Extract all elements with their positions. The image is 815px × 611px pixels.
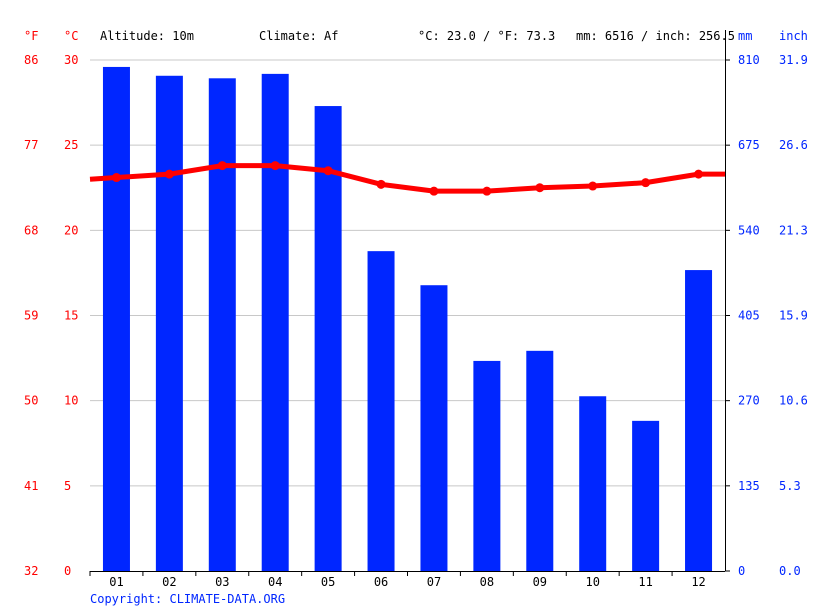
mm-tick-label: 810 bbox=[738, 53, 760, 67]
c-tick-label: 30 bbox=[64, 53, 78, 67]
x-tick-label: 12 bbox=[691, 575, 705, 589]
temp-point-02 bbox=[164, 169, 174, 179]
f-tick-label: 68 bbox=[24, 223, 38, 237]
f-unit-label: °F bbox=[24, 29, 38, 43]
temp-point-10 bbox=[588, 181, 598, 191]
precipitation-bars bbox=[102, 66, 713, 572]
x-tick-label: 07 bbox=[427, 575, 441, 589]
inch-tick-label: 31.9 bbox=[779, 53, 808, 67]
temp-point-03 bbox=[217, 161, 227, 171]
precip-bar-09 bbox=[526, 350, 554, 571]
mm-tick-label: 135 bbox=[738, 479, 760, 493]
x-tick-label: 06 bbox=[374, 575, 388, 589]
mm-unit-label: mm bbox=[738, 29, 752, 43]
temp-point-06 bbox=[376, 179, 386, 189]
mm-tick-label: 270 bbox=[738, 394, 760, 408]
precip-bar-12 bbox=[685, 270, 713, 571]
x-tick-label: 10 bbox=[585, 575, 599, 589]
precip-total-label: mm: 6516 / inch: 256.5 bbox=[576, 29, 735, 43]
temp-point-08 bbox=[482, 186, 492, 196]
mm-tick-label: 540 bbox=[738, 223, 760, 237]
temp-point-01 bbox=[111, 173, 121, 183]
f-tick-label: 59 bbox=[24, 309, 38, 323]
f-tick-label: 77 bbox=[24, 138, 38, 152]
precip-bar-04 bbox=[261, 73, 289, 571]
c-tick-label: 5 bbox=[64, 479, 71, 493]
copyright-link[interactable]: Copyright: CLIMATE-DATA.ORG bbox=[90, 592, 285, 606]
header: °F °C Altitude: 10m Climate: Af °C: 23.0… bbox=[24, 29, 808, 43]
precip-bar-02 bbox=[155, 75, 183, 571]
f-tick-label: 50 bbox=[24, 394, 38, 408]
x-tick-label: 09 bbox=[533, 575, 547, 589]
mm-tick-label: 405 bbox=[738, 309, 760, 323]
inch-tick-label: 15.9 bbox=[779, 309, 808, 323]
grid-lines bbox=[90, 59, 725, 487]
inch-tick-label: 5.3 bbox=[779, 479, 801, 493]
c-tick-label: 15 bbox=[64, 309, 78, 323]
inch-tick-label: 0.0 bbox=[779, 564, 801, 578]
temp-point-12 bbox=[694, 169, 704, 179]
temp-point-09 bbox=[535, 183, 545, 193]
f-tick-label: 32 bbox=[24, 564, 38, 578]
inch-tick-label: 10.6 bbox=[779, 394, 808, 408]
temp-point-04 bbox=[270, 161, 280, 171]
axes: 32 0 0 0.0 41 5 135 5.3 50 10 270 10.6 59 15 405 15.9 68… bbox=[24, 30, 808, 589]
x-tick-label: 02 bbox=[162, 575, 176, 589]
f-tick-label: 41 bbox=[24, 479, 38, 493]
x-tick-label: 01 bbox=[109, 575, 123, 589]
temp-point-05 bbox=[323, 166, 333, 176]
f-tick-label: 86 bbox=[24, 53, 38, 67]
x-tick-label: 08 bbox=[480, 575, 494, 589]
c-tick-label: 25 bbox=[64, 138, 78, 152]
precip-bar-10 bbox=[579, 396, 607, 571]
precip-bar-07 bbox=[420, 285, 448, 571]
c-tick-label: 20 bbox=[64, 223, 78, 237]
temp-average-label: °C: 23.0 / °F: 73.3 bbox=[418, 29, 555, 43]
inch-tick-label: 21.3 bbox=[779, 223, 808, 237]
temperature-series-line bbox=[89, 163, 725, 194]
mm-tick-label: 0 bbox=[738, 564, 745, 578]
precip-bar-11 bbox=[632, 420, 660, 571]
c-tick-label: 10 bbox=[64, 394, 78, 408]
temp-point-07 bbox=[429, 186, 439, 196]
precip-bar-03 bbox=[208, 78, 236, 572]
x-tick-label: 11 bbox=[638, 575, 652, 589]
precip-bar-01 bbox=[102, 66, 130, 571]
x-tick-label: 04 bbox=[268, 575, 282, 589]
temp-point-11 bbox=[641, 178, 651, 188]
c-unit-label: °C bbox=[64, 29, 78, 43]
precip-bar-08 bbox=[473, 360, 501, 571]
x-tick-label: 03 bbox=[215, 575, 229, 589]
x-tick-label: 05 bbox=[321, 575, 335, 589]
precip-bar-05 bbox=[314, 106, 342, 571]
altitude-label: Altitude: 10m bbox=[100, 29, 194, 43]
climate-label: Climate: Af bbox=[259, 29, 338, 43]
c-tick-label: 0 bbox=[64, 564, 71, 578]
mm-tick-label: 675 bbox=[738, 138, 760, 152]
temperature-line bbox=[89, 161, 725, 196]
precip-bar-06 bbox=[367, 251, 395, 571]
inch-unit-label: inch bbox=[779, 29, 808, 43]
inch-tick-label: 26.6 bbox=[779, 138, 808, 152]
